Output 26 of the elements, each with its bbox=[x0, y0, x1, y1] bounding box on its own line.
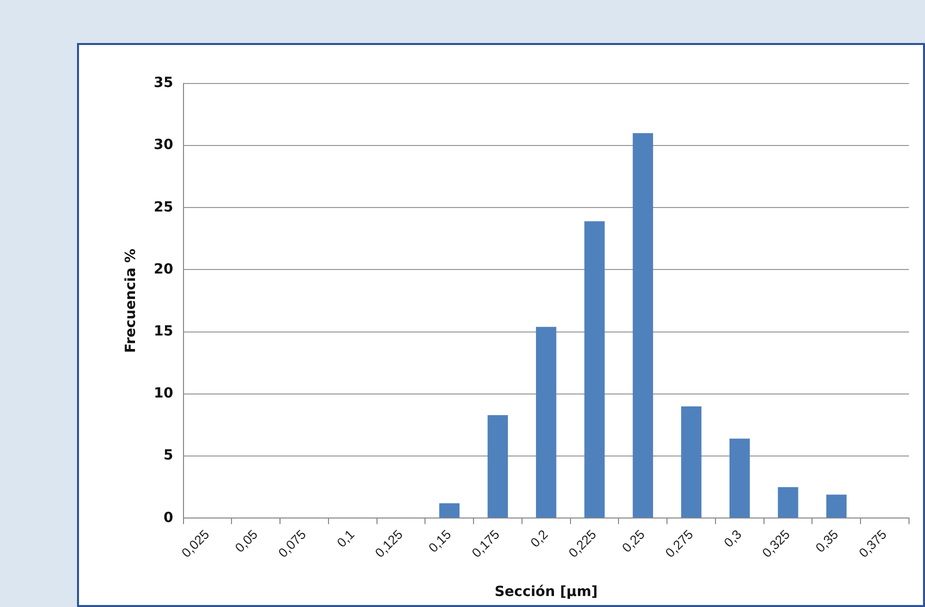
x-tick-label: 0,1 bbox=[334, 526, 358, 550]
y-tick-label: 0 bbox=[164, 510, 174, 526]
x-tick-label: 0,25 bbox=[619, 526, 648, 556]
x-tick-label: 0,05 bbox=[232, 526, 261, 556]
x-axis-title: Sección [µm] bbox=[494, 584, 598, 600]
y-tick-label: 15 bbox=[154, 323, 174, 340]
x-tick-label: 0,15 bbox=[426, 526, 454, 556]
bar bbox=[826, 494, 847, 518]
y-tick-label: 10 bbox=[154, 386, 174, 402]
bar bbox=[536, 326, 556, 518]
y-tick-label: 35 bbox=[154, 75, 174, 92]
y-tick-label: 20 bbox=[154, 261, 174, 278]
bar bbox=[632, 133, 654, 518]
bar bbox=[488, 415, 508, 518]
y-axis-title: Frecuencia % bbox=[123, 248, 140, 353]
bar bbox=[730, 438, 750, 518]
x-tick-label: 0,2 bbox=[527, 526, 551, 550]
x-tick-label: 0,3 bbox=[720, 526, 744, 550]
bar bbox=[439, 503, 460, 518]
bar bbox=[681, 406, 702, 518]
x-tick-label: 0,35 bbox=[812, 526, 842, 556]
bar bbox=[584, 221, 605, 518]
y-tick-label: 30 bbox=[154, 137, 174, 154]
y-tick-label: 5 bbox=[164, 448, 174, 464]
bar bbox=[778, 487, 798, 518]
y-tick-label: 25 bbox=[154, 199, 174, 216]
